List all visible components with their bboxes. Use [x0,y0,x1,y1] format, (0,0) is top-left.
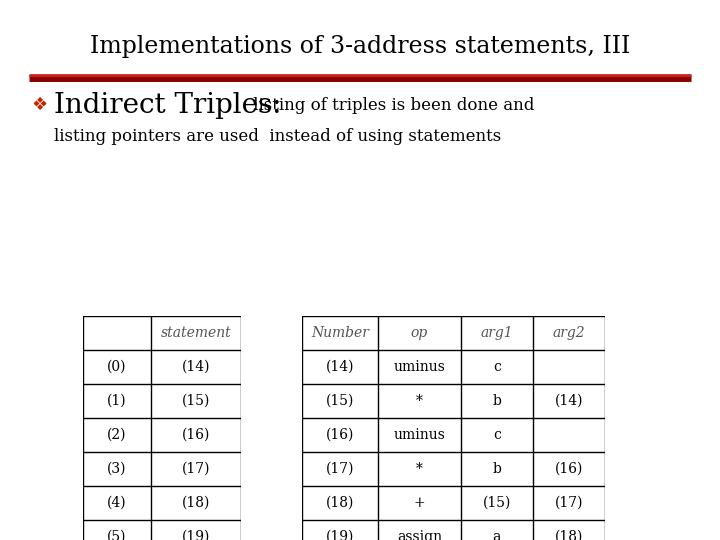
Text: (14): (14) [554,394,583,408]
Text: (15): (15) [326,394,354,408]
Text: (14): (14) [326,360,354,374]
Text: listing pointers are used  instead of using statements: listing pointers are used instead of usi… [54,127,501,145]
Text: (4): (4) [107,496,127,510]
Text: ❖: ❖ [32,96,48,114]
Text: assign: assign [397,530,442,540]
Text: listing of triples is been done and: listing of triples is been done and [248,97,535,114]
Text: (0): (0) [107,360,127,374]
Text: Implementations of 3-address statements, III: Implementations of 3-address statements,… [90,35,630,58]
Text: (16): (16) [182,428,210,442]
Text: +: + [413,496,426,510]
Text: b: b [492,394,501,408]
Text: (5): (5) [107,530,127,540]
Text: (2): (2) [107,428,127,442]
Text: (17): (17) [182,462,210,476]
Text: (3): (3) [107,462,127,476]
Text: Indirect Triples:: Indirect Triples: [54,92,282,119]
Text: op: op [411,326,428,340]
Text: (17): (17) [326,462,354,476]
Text: *: * [416,462,423,476]
Text: (17): (17) [554,496,583,510]
Text: Number: Number [311,326,369,340]
Text: (18): (18) [182,496,210,510]
Text: (16): (16) [326,428,354,442]
Text: b: b [492,462,501,476]
Text: uminus: uminus [393,428,446,442]
Text: *: * [416,394,423,408]
Text: (16): (16) [554,462,583,476]
Text: arg1: arg1 [480,326,513,340]
Text: uminus: uminus [393,360,446,374]
Text: (15): (15) [182,394,210,408]
Text: c: c [493,360,500,374]
Text: (19): (19) [326,530,354,540]
Text: c: c [493,428,500,442]
Text: (18): (18) [554,530,583,540]
Text: a: a [492,530,501,540]
Text: (1): (1) [107,394,127,408]
Text: arg2: arg2 [552,326,585,340]
Text: (19): (19) [182,530,210,540]
Text: (15): (15) [482,496,511,510]
Text: (18): (18) [326,496,354,510]
Text: statement: statement [161,326,232,340]
Text: (14): (14) [182,360,210,374]
